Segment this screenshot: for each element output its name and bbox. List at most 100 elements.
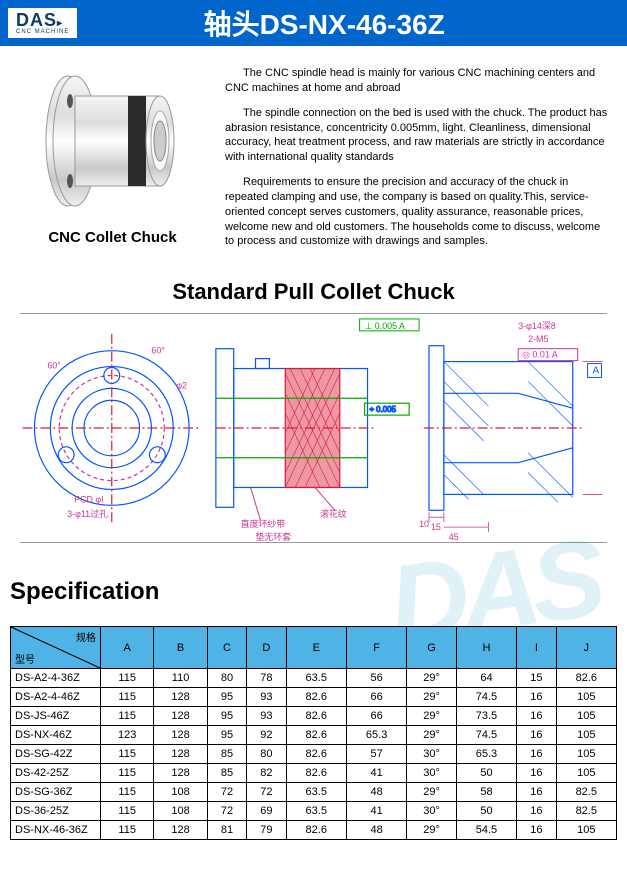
data-cell: 56: [346, 669, 406, 688]
description-para-3: Requirements to ensure the precision and…: [225, 175, 612, 249]
tol-box-3: ⌖ 0.005: [370, 405, 397, 414]
data-cell: 16: [517, 783, 556, 802]
data-cell: 72: [207, 783, 246, 802]
table-corner-header: 规格型号: [11, 627, 101, 669]
data-cell: 115: [101, 707, 154, 726]
svg-text:A: A: [593, 366, 600, 377]
data-cell: 29°: [407, 726, 456, 745]
model-cell: DS-42-25Z: [11, 764, 101, 783]
col-header-I: I: [517, 627, 556, 669]
data-cell: 128: [154, 688, 207, 707]
model-cell: DS-JS-46Z: [11, 707, 101, 726]
table-row: DS-36-25Z115108726963.54130°501682.5: [11, 802, 617, 821]
data-cell: 15: [517, 669, 556, 688]
data-cell: 82.6: [286, 726, 346, 745]
data-cell: 79: [247, 821, 286, 840]
tol-box-2: ◎ 0.01 A: [522, 350, 558, 360]
dim-10: 10: [419, 519, 429, 529]
data-cell: 81: [207, 821, 246, 840]
data-cell: 105: [556, 764, 616, 783]
dim-15: 15: [431, 522, 441, 532]
callout-2: 滚花纹: [320, 508, 347, 519]
data-cell: 41: [346, 802, 406, 821]
data-cell: 85: [207, 764, 246, 783]
data-cell: 82.6: [286, 764, 346, 783]
description-para-2: The spindle connection on the bed is use…: [225, 106, 612, 165]
model-cell: DS-A2-4-46Z: [11, 688, 101, 707]
model-cell: DS-NX-46Z: [11, 726, 101, 745]
data-cell: 16: [517, 745, 556, 764]
table-row: DS-A2-4-36Z115110807863.55629°641582.6: [11, 669, 617, 688]
product-image-block: CNC Collet Chuck: [15, 66, 210, 259]
data-cell: 48: [346, 821, 406, 840]
data-cell: 115: [101, 764, 154, 783]
data-cell: 110: [154, 669, 207, 688]
drawing-section: Standard Pull Collet Chuck 60° 60: [0, 269, 627, 568]
data-cell: 128: [154, 764, 207, 783]
chuck-illustration: [33, 66, 193, 216]
data-cell: 72: [207, 802, 246, 821]
col-header-B: B: [154, 627, 207, 669]
data-cell: 16: [517, 688, 556, 707]
data-cell: 63.5: [286, 669, 346, 688]
callout-1: 直度环纱带: [241, 518, 286, 529]
header-bar: DAS▸ CNC MACHINE 轴头DS-NX-46-36Z: [0, 0, 627, 46]
spec-title: Specification: [10, 578, 617, 606]
data-cell: 29°: [407, 688, 456, 707]
data-cell: 115: [101, 821, 154, 840]
data-cell: 115: [101, 745, 154, 764]
data-cell: 93: [247, 688, 286, 707]
description-block: The CNC spindle head is mainly for vario…: [225, 66, 612, 259]
data-cell: 92: [247, 726, 286, 745]
data-cell: 30°: [407, 764, 456, 783]
table-row: DS-NX-46-36Z115128817982.64829°54.516105: [11, 821, 617, 840]
model-cell: DS-36-25Z: [11, 802, 101, 821]
data-cell: 115: [101, 669, 154, 688]
data-cell: 115: [101, 688, 154, 707]
data-cell: 95: [207, 707, 246, 726]
data-cell: 82.6: [286, 745, 346, 764]
data-cell: 72: [247, 783, 286, 802]
data-cell: 105: [556, 688, 616, 707]
data-cell: 82.6: [286, 707, 346, 726]
dim-pcd: PCD φI: [74, 495, 104, 505]
model-cell: DS-SG-36Z: [11, 783, 101, 802]
intro-section: CNC Collet Chuck The CNC spindle head is…: [0, 46, 627, 269]
data-cell: 41: [346, 764, 406, 783]
data-cell: 82.5: [556, 802, 616, 821]
data-cell: 16: [517, 821, 556, 840]
table-row: DS-A2-4-46Z115128959382.66629°74.516105: [11, 688, 617, 707]
data-cell: 63.5: [286, 783, 346, 802]
data-cell: 69: [247, 802, 286, 821]
dim-60deg-2: 60°: [151, 346, 165, 356]
model-cell: DS-SG-42Z: [11, 745, 101, 764]
table-row: DS-42-25Z115128858282.64130°5016105: [11, 764, 617, 783]
data-cell: 16: [517, 764, 556, 783]
col-header-A: A: [101, 627, 154, 669]
note-2m5: 2-M5: [528, 334, 548, 344]
data-cell: 95: [207, 688, 246, 707]
col-header-D: D: [247, 627, 286, 669]
data-cell: 105: [556, 745, 616, 764]
dim-45: 45: [449, 532, 459, 542]
data-cell: 108: [154, 802, 207, 821]
data-cell: 64: [456, 669, 516, 688]
col-header-H: H: [456, 627, 516, 669]
data-cell: 30°: [407, 745, 456, 764]
logo-subtext: CNC MACHINE: [16, 29, 69, 35]
model-cell: DS-NX-46-36Z: [11, 821, 101, 840]
data-cell: 57: [346, 745, 406, 764]
data-cell: 105: [556, 707, 616, 726]
data-cell: 93: [247, 707, 286, 726]
drawing-title: Standard Pull Collet Chuck: [20, 279, 607, 305]
data-cell: 50: [456, 802, 516, 821]
product-caption: CNC Collet Chuck: [15, 229, 210, 246]
data-cell: 123: [101, 726, 154, 745]
tol-box-1: ⊥ 0.005 A: [365, 321, 406, 331]
table-row: DS-JS-46Z115128959382.66629°73.516105: [11, 707, 617, 726]
data-cell: 54.5: [456, 821, 516, 840]
table-row: DS-NX-46Z123128959282.665.329°74.516105: [11, 726, 617, 745]
data-cell: 50: [456, 764, 516, 783]
dim-phi2: φ2: [176, 381, 187, 391]
data-cell: 105: [556, 726, 616, 745]
